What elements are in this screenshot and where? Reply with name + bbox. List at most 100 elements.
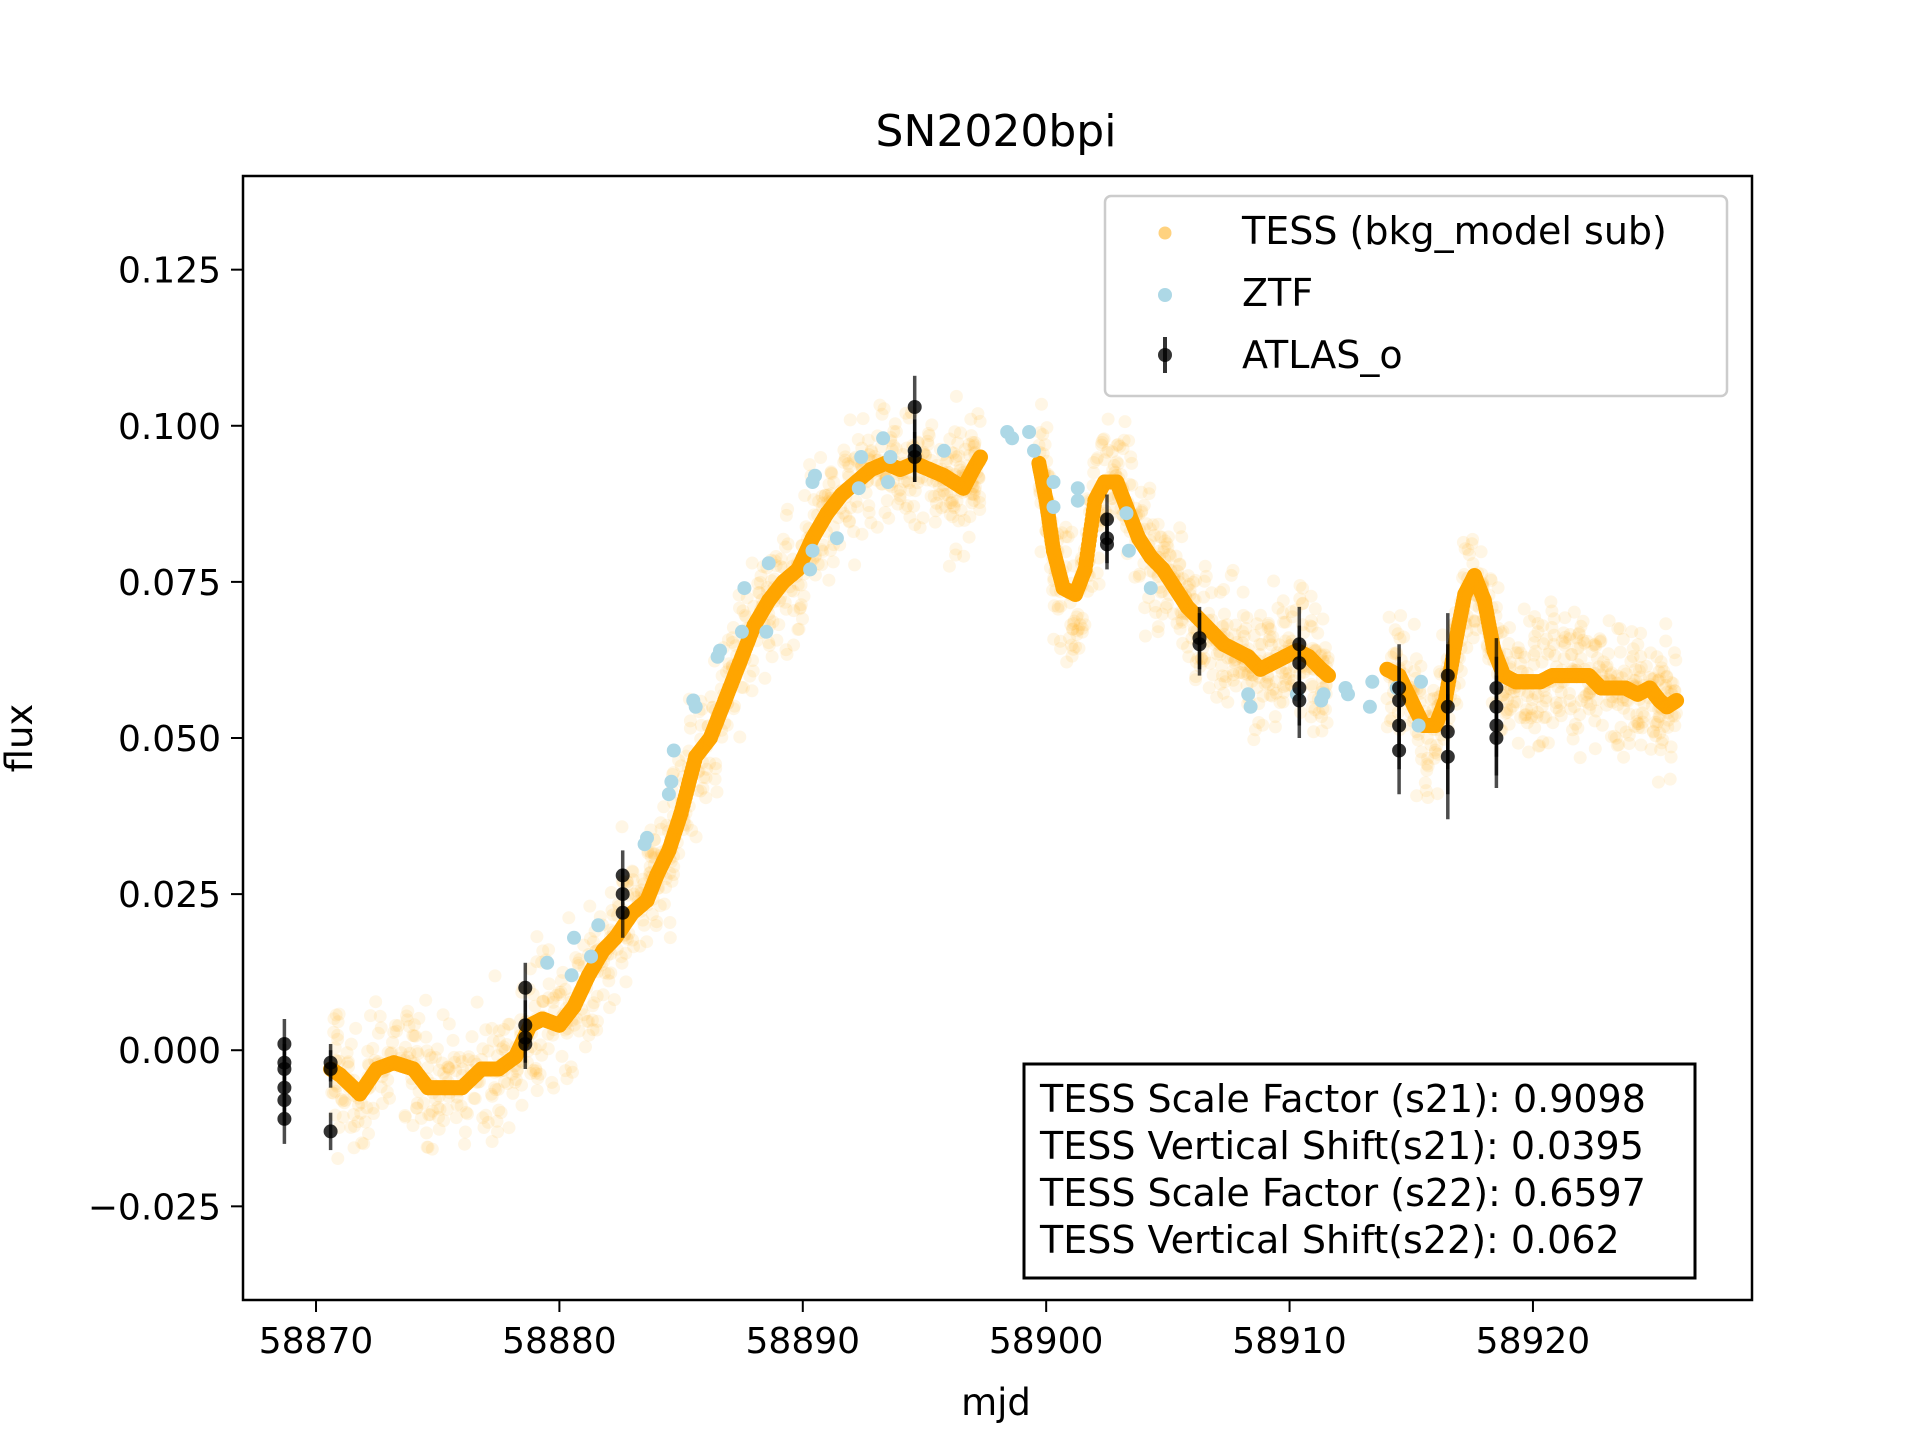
ztf-point — [854, 450, 869, 464]
tess-raw-point — [1197, 590, 1211, 604]
tess-raw-point — [542, 943, 556, 957]
tess-raw-point — [1469, 623, 1483, 637]
tess-raw-point — [1198, 559, 1212, 573]
tess-raw-point — [1226, 563, 1240, 577]
tess-raw-point — [1248, 723, 1262, 737]
tess-raw-point — [1175, 613, 1189, 627]
tess-raw-point — [1304, 614, 1318, 628]
tess-raw-point — [1047, 599, 1061, 613]
tess-raw-point — [1253, 637, 1267, 651]
tess-raw-point — [1530, 710, 1544, 724]
tess-raw-point — [1600, 698, 1613, 712]
tess-raw-point — [1134, 485, 1148, 499]
tess-raw-point — [1262, 616, 1275, 630]
tess-raw-point — [636, 872, 650, 886]
tess-raw-point — [657, 800, 671, 814]
tess-raw-point — [1525, 702, 1539, 715]
tess-raw-point — [882, 511, 896, 525]
tess-raw-point — [1166, 607, 1180, 621]
tess-raw-point — [496, 1040, 510, 1054]
tess-raw-point — [888, 417, 902, 431]
tess-raw-point — [1267, 574, 1281, 588]
tess-raw-point — [943, 508, 957, 521]
tess-raw-point — [352, 1098, 365, 1112]
tess-raw-point — [583, 899, 597, 913]
tess-raw-point — [1312, 706, 1326, 720]
tess-raw-point — [1648, 715, 1662, 729]
tess-raw-point — [509, 1073, 523, 1086]
tess-raw-point — [366, 1041, 380, 1055]
tess-raw-point — [1051, 600, 1065, 614]
tess-raw-point — [1562, 687, 1576, 700]
tess-raw-point — [1631, 717, 1645, 731]
tess-raw-point — [1059, 545, 1073, 559]
tess-raw-point — [1151, 620, 1165, 634]
tess-raw-point — [1391, 627, 1405, 641]
tess-raw-point — [1219, 670, 1233, 683]
tess-raw-point — [442, 1017, 456, 1031]
tess-raw-point — [916, 511, 930, 525]
tess-raw-point — [533, 1067, 547, 1081]
chart-title: SN2020bpi — [876, 106, 1117, 157]
tess-raw-point — [945, 493, 959, 507]
tess-raw-point — [1268, 710, 1282, 724]
tess-raw-point — [851, 500, 865, 514]
tess-raw-point — [1420, 731, 1434, 745]
tess-raw-point — [928, 515, 942, 529]
tess-raw-point — [530, 955, 544, 969]
tess-raw-point — [780, 647, 794, 661]
tess-raw-point — [529, 1066, 543, 1080]
tess-raw-point — [338, 1093, 352, 1107]
tess-raw-point — [803, 458, 817, 472]
tess-raw-point — [1111, 437, 1125, 451]
tess-raw-point — [562, 911, 576, 925]
tess-raw-point — [1066, 622, 1079, 636]
tess-raw-point — [949, 453, 963, 467]
tess-raw-point — [1622, 737, 1636, 750]
tess-raw-point — [1549, 696, 1563, 710]
tess-raw-point — [429, 1093, 442, 1106]
tess-raw-point — [542, 991, 555, 1005]
tess-raw-point — [1626, 642, 1640, 656]
tess-raw-point — [949, 389, 963, 403]
tess-raw-point — [1059, 530, 1073, 544]
tess-raw-point — [797, 589, 811, 603]
tess-raw-point — [1503, 703, 1517, 716]
tess-raw-point — [772, 618, 786, 632]
tess-raw-point — [1518, 708, 1532, 722]
tess-raw-point — [447, 1050, 461, 1064]
tess-raw-point — [331, 1015, 345, 1029]
tess-raw-point — [776, 532, 790, 546]
tess-raw-point — [1304, 677, 1318, 691]
tess-raw-point — [506, 1086, 520, 1100]
tess-raw-point — [432, 1063, 446, 1077]
legend-label-tess: TESS (bkg_model sub) — [1241, 209, 1667, 253]
tess-raw-point — [791, 623, 805, 636]
tess-raw-point — [615, 820, 629, 834]
tess-raw-point — [897, 475, 911, 489]
tess-raw-point — [948, 425, 962, 439]
tess-raw-point — [410, 1044, 424, 1058]
tess-raw-point — [1060, 655, 1074, 669]
tess-raw-point — [1296, 596, 1310, 610]
tess-raw-point — [425, 1142, 439, 1156]
tess-raw-point — [1070, 628, 1084, 641]
tess-raw-point — [862, 499, 876, 513]
tess-raw-point — [481, 1115, 495, 1129]
tess-raw-point — [591, 1014, 604, 1028]
tess-raw-point — [1639, 659, 1653, 673]
tess-raw-point — [836, 506, 850, 520]
tess-raw-point — [458, 1137, 472, 1151]
tess-raw-point — [1293, 592, 1307, 605]
tess-raw-point — [1436, 628, 1450, 642]
tess-raw-point — [1091, 451, 1105, 465]
tess-raw-point — [554, 974, 568, 988]
tess-raw-point — [1272, 638, 1286, 652]
ztf-point — [1070, 481, 1085, 496]
tess-raw-point — [477, 1121, 491, 1134]
tess-raw-point — [1632, 717, 1646, 731]
tess-raw-point — [627, 940, 641, 954]
tess-raw-point — [402, 1019, 416, 1033]
tess-raw-point — [1549, 701, 1563, 715]
tess-raw-point — [1630, 708, 1644, 722]
